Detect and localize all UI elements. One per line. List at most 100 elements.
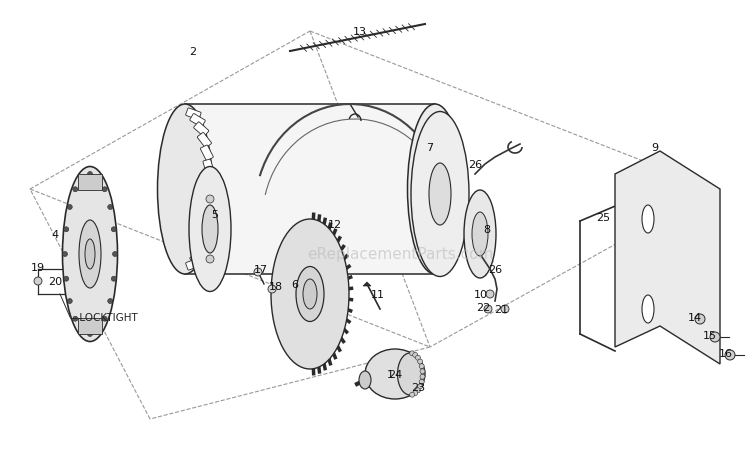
FancyBboxPatch shape [190,252,206,265]
Text: 15: 15 [703,330,717,340]
Ellipse shape [365,349,425,399]
Polygon shape [78,318,102,334]
Text: 13: 13 [353,27,367,37]
Circle shape [457,231,463,237]
Text: 7: 7 [427,143,433,153]
Polygon shape [615,152,720,364]
Circle shape [95,328,100,333]
FancyBboxPatch shape [205,175,214,189]
Circle shape [416,388,421,393]
Text: 21: 21 [494,304,508,314]
Circle shape [34,278,42,285]
Circle shape [420,374,425,379]
Circle shape [88,172,92,177]
Circle shape [111,277,116,282]
Circle shape [413,391,418,396]
FancyBboxPatch shape [203,160,214,175]
Text: —LOCKTIGHT: —LOCKTIGHT [70,312,139,322]
Circle shape [68,299,72,304]
Ellipse shape [85,239,95,269]
Circle shape [95,176,100,181]
Circle shape [111,228,116,232]
Circle shape [112,252,118,257]
Ellipse shape [464,191,496,278]
Text: 9: 9 [652,143,658,153]
FancyBboxPatch shape [194,242,208,257]
FancyBboxPatch shape [186,259,201,270]
Text: 24: 24 [388,369,402,379]
Text: 10: 10 [474,289,488,299]
Text: 23: 23 [411,382,425,392]
Text: 25: 25 [596,212,610,222]
Text: 26: 26 [488,264,502,274]
Text: 2: 2 [190,47,196,57]
Circle shape [460,205,466,212]
Ellipse shape [407,105,463,274]
Circle shape [206,255,214,263]
Ellipse shape [411,112,469,277]
Polygon shape [185,105,435,274]
Circle shape [413,353,418,358]
Circle shape [68,205,72,210]
Circle shape [501,305,509,313]
Ellipse shape [158,105,212,274]
Circle shape [418,359,423,364]
FancyBboxPatch shape [205,190,214,204]
Circle shape [484,305,492,313]
Text: 20: 20 [48,276,62,286]
Text: 18: 18 [269,281,283,291]
Ellipse shape [189,167,231,292]
Circle shape [102,317,107,322]
Circle shape [102,187,107,192]
FancyBboxPatch shape [200,218,213,233]
Circle shape [450,250,456,256]
Polygon shape [363,283,371,286]
Circle shape [441,260,447,266]
Text: 6: 6 [292,279,298,289]
Circle shape [62,252,68,257]
Text: 22: 22 [476,302,490,312]
FancyBboxPatch shape [197,133,211,148]
Circle shape [64,228,69,232]
Circle shape [73,317,78,322]
Circle shape [88,332,92,337]
FancyBboxPatch shape [190,114,206,128]
Circle shape [450,133,456,139]
Ellipse shape [472,212,488,257]
Circle shape [206,236,214,243]
Text: 1: 1 [386,369,394,379]
Text: 19: 19 [31,263,45,273]
Circle shape [419,364,424,369]
Ellipse shape [359,371,371,389]
Circle shape [206,216,214,223]
Circle shape [410,351,415,356]
Ellipse shape [429,164,451,226]
Text: 26: 26 [468,160,482,170]
Text: 11: 11 [371,289,385,299]
Circle shape [206,196,214,203]
Text: 16: 16 [719,348,733,358]
Ellipse shape [296,267,324,322]
Text: 5: 5 [211,210,218,219]
Circle shape [80,176,85,181]
Circle shape [695,314,705,324]
Text: 17: 17 [254,264,268,274]
Circle shape [418,384,423,389]
Text: eReplacementParts.com: eReplacementParts.com [307,247,494,262]
Ellipse shape [62,167,118,342]
Circle shape [486,290,494,298]
Circle shape [441,123,447,129]
Circle shape [419,379,424,384]
Circle shape [73,187,78,192]
Ellipse shape [303,279,317,309]
Circle shape [457,152,463,158]
FancyBboxPatch shape [194,122,208,137]
Ellipse shape [202,206,218,253]
Circle shape [268,285,276,293]
Text: 12: 12 [328,219,342,229]
Ellipse shape [642,295,654,324]
Circle shape [420,369,425,374]
FancyBboxPatch shape [186,109,201,121]
FancyBboxPatch shape [200,146,213,161]
Circle shape [460,178,466,184]
